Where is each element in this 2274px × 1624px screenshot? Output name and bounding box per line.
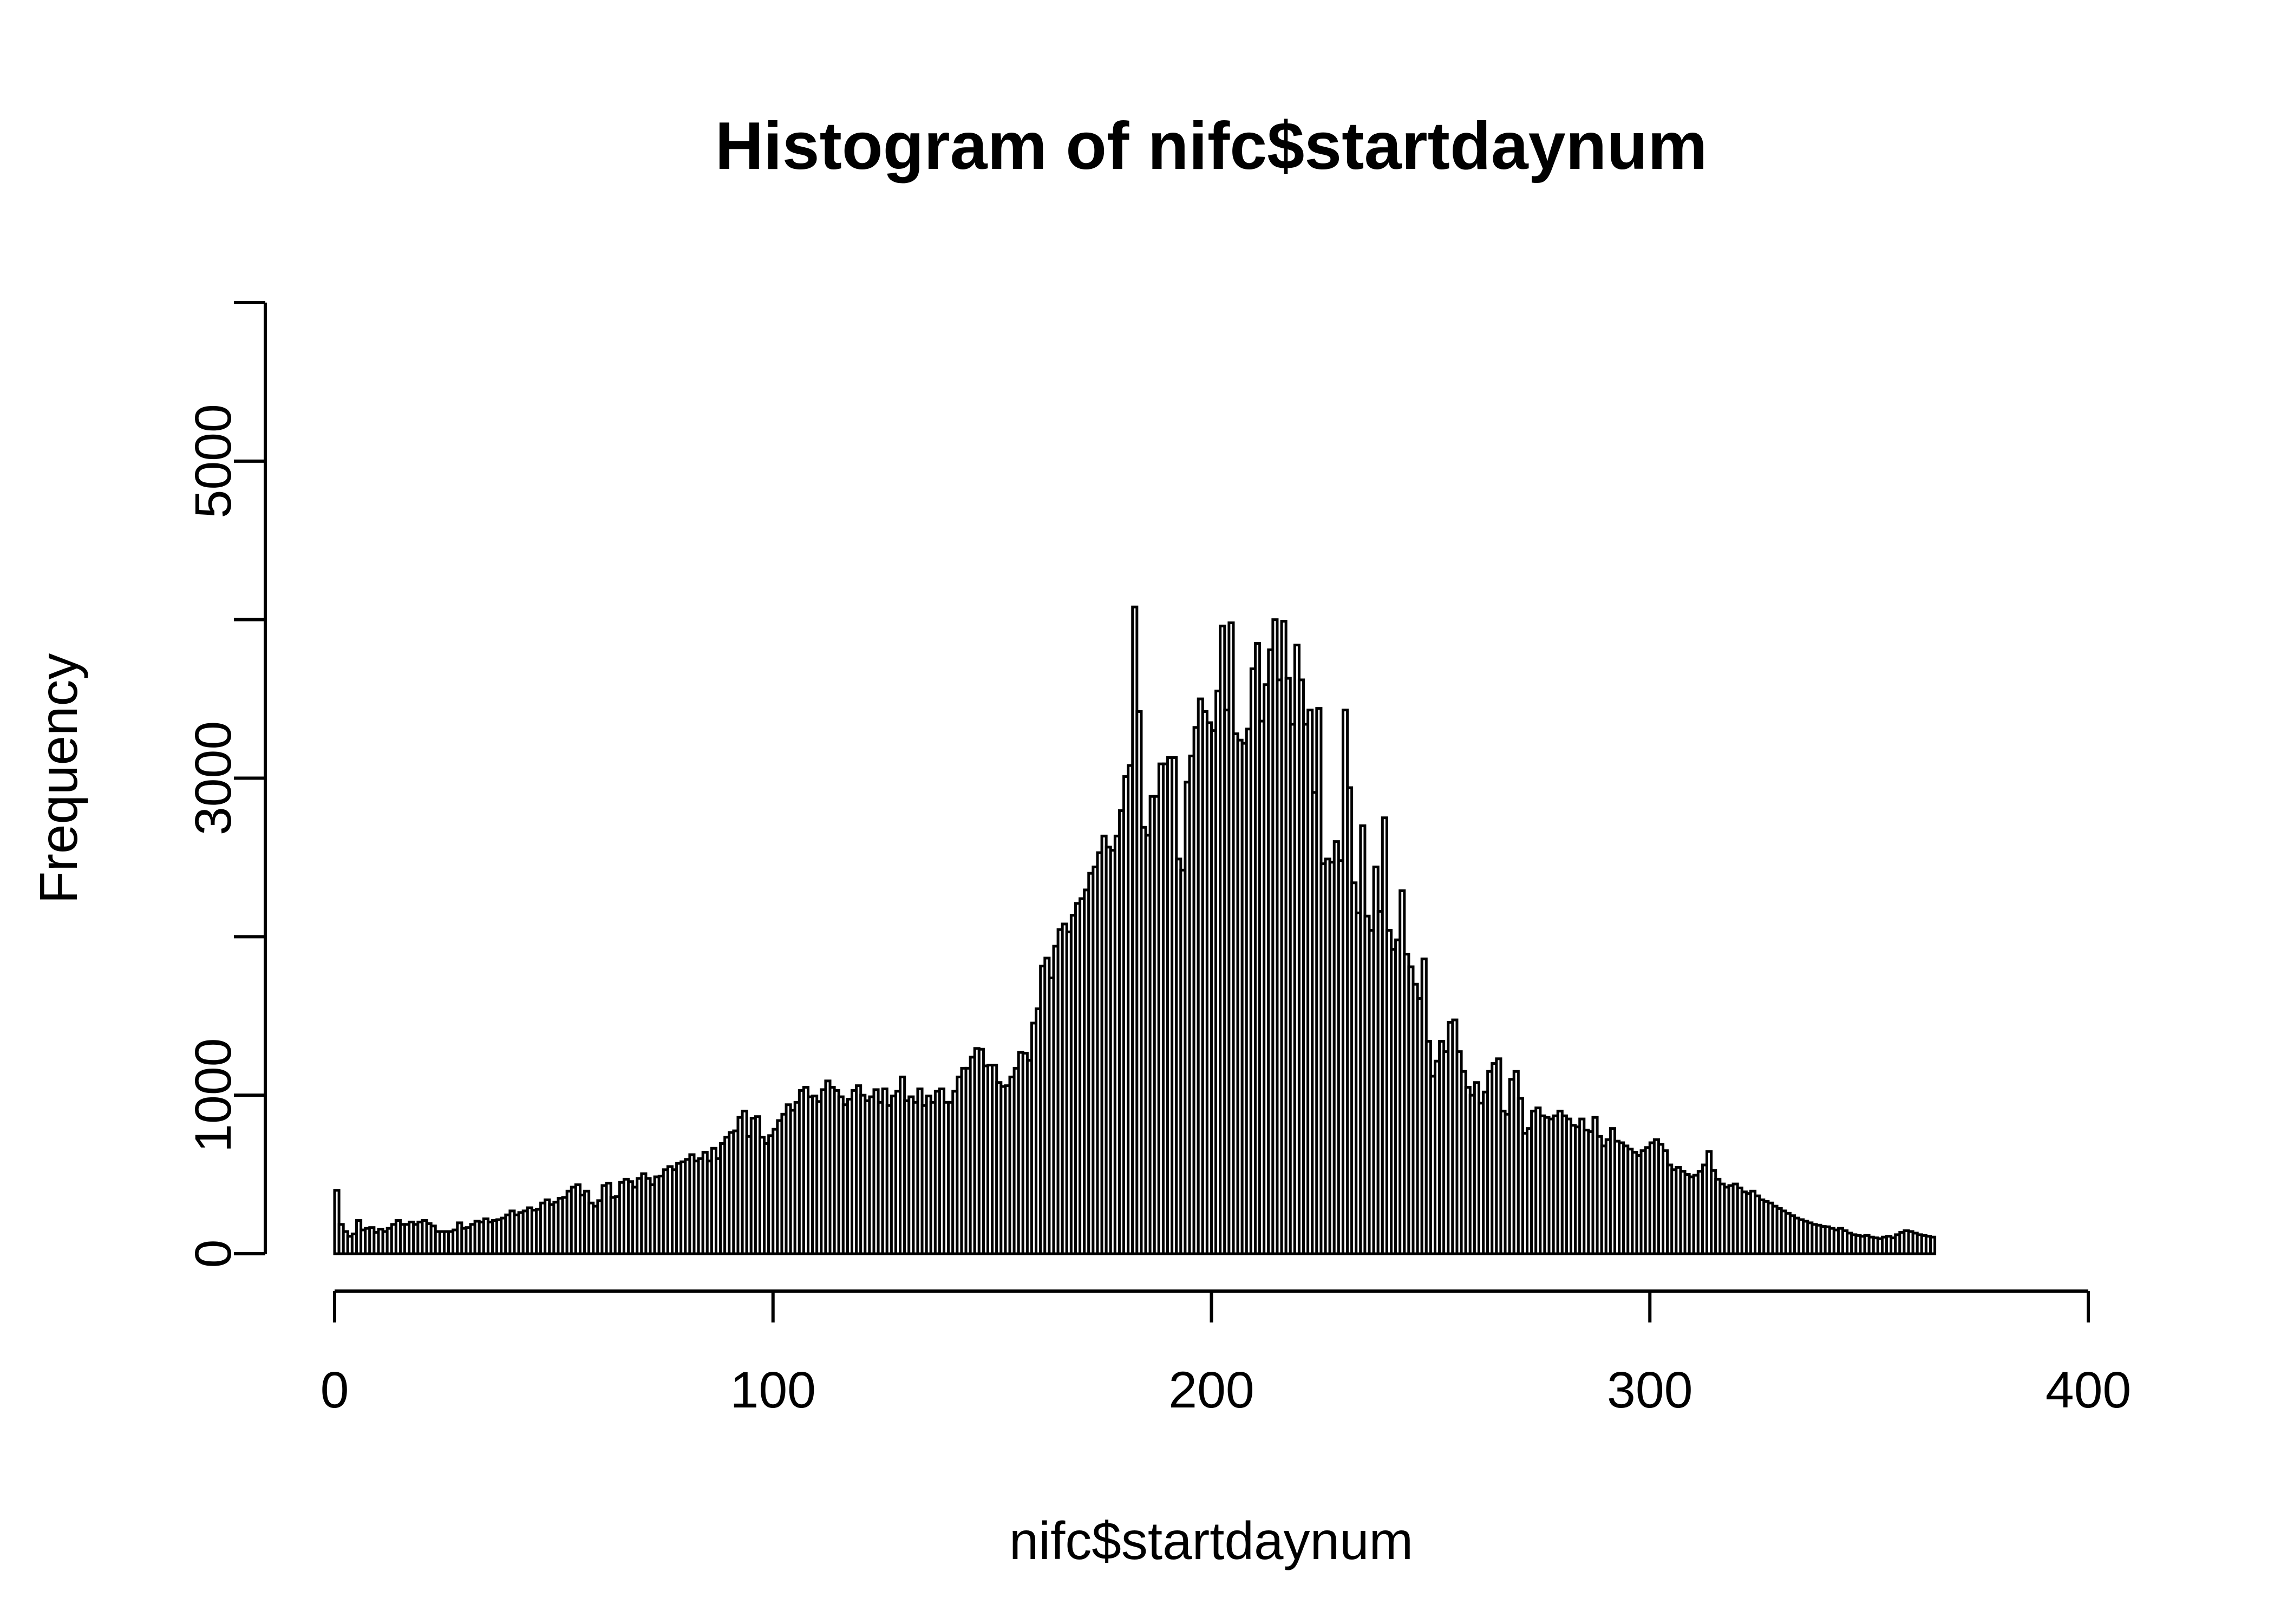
histogram-bars [333, 605, 1937, 1255]
y-axis-title: Frequency [29, 653, 88, 903]
y-axis-tick-label: 5000 [185, 404, 242, 518]
x-axis-tick-label: 200 [1168, 1361, 1254, 1419]
x-axis: 0 100 200 300 400 [321, 1289, 2132, 1419]
x-axis-tick-label: 400 [2046, 1361, 2132, 1419]
y-axis: 0 1000 3000 5000 [185, 301, 267, 1268]
x-axis-title: nifc$startdaynum [1009, 1511, 1413, 1570]
x-axis-tick-label: 0 [321, 1361, 349, 1419]
histogram-bar [333, 1189, 341, 1255]
x-axis-tick-label: 100 [730, 1361, 816, 1419]
y-axis-tick-label: 3000 [185, 721, 242, 835]
histogram-bar [1929, 1235, 1937, 1255]
y-axis-tick-label: 0 [185, 1240, 242, 1268]
y-axis-tick-label: 1000 [185, 1038, 242, 1152]
x-axis-tick-label: 300 [1607, 1361, 1693, 1419]
chart-title: Histogram of nifc$startdaynum [715, 109, 1708, 184]
